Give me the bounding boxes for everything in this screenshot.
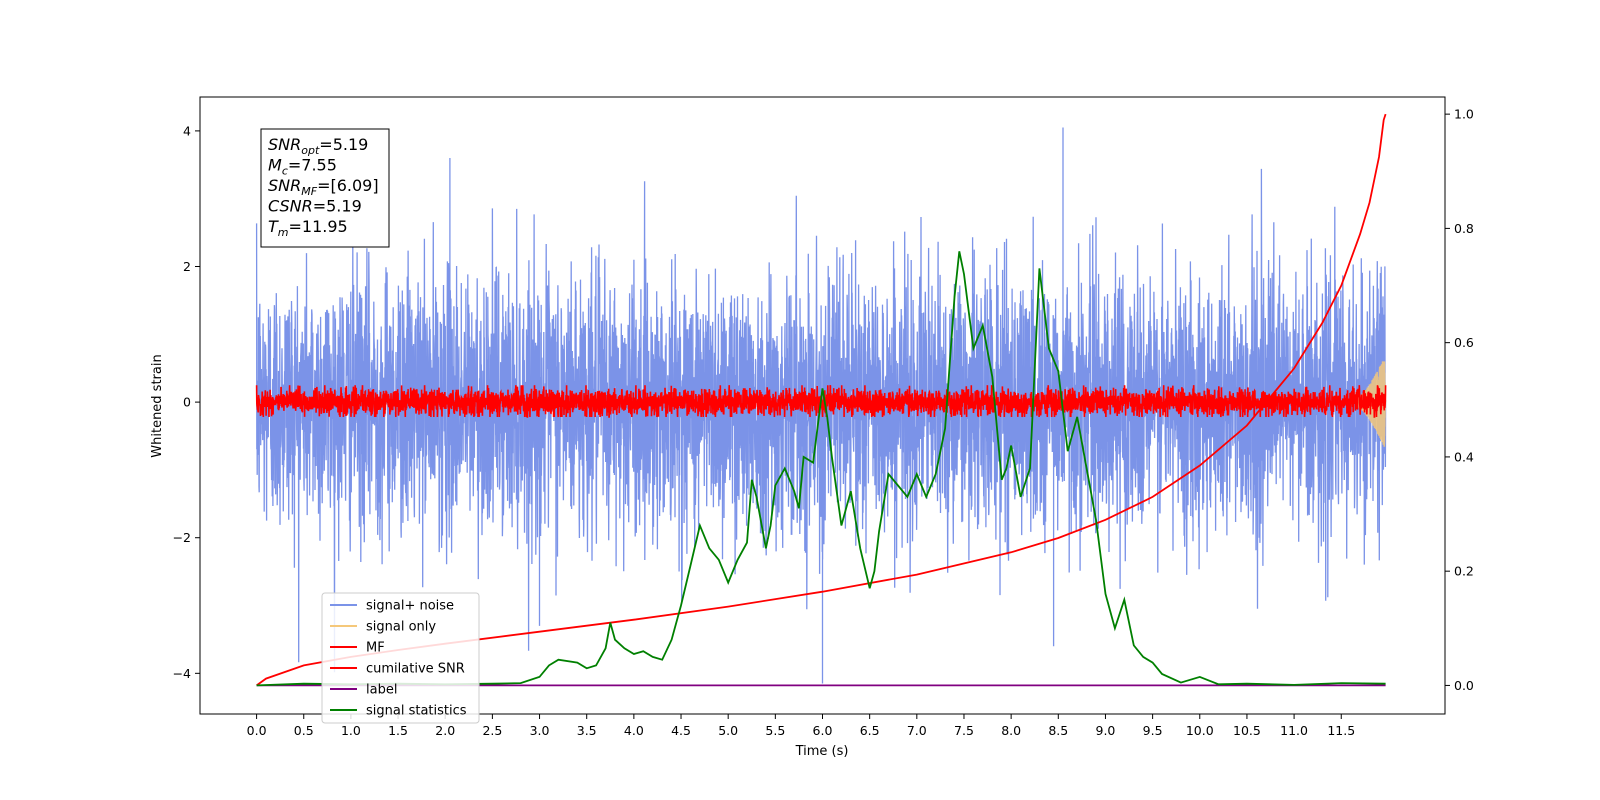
x-tick-label: 8.0 — [1001, 723, 1021, 738]
x-tick-label: 6.5 — [860, 723, 880, 738]
annotation-subscript: opt — [301, 144, 320, 157]
x-tick-label: 8.5 — [1048, 723, 1068, 738]
annotation-line: SNRopt=5.19 — [268, 135, 368, 157]
series-signal-statistics — [256, 251, 1386, 687]
x-tick-label: 6.0 — [813, 723, 833, 738]
annotation-value: =7.55 — [288, 156, 337, 175]
legend-frame — [321, 592, 480, 724]
y-tick-label-left: 4 — [183, 123, 191, 138]
y-axis-label-left: Whitened strain — [150, 354, 165, 457]
x-tick-label: 3.0 — [530, 723, 550, 738]
x-tick-label: 3.5 — [577, 723, 597, 738]
legend-label: signal+ noise — [366, 599, 454, 614]
annotation-frame — [260, 128, 390, 248]
annotation-symbol: SNR — [268, 135, 301, 154]
x-tick-label: 1.0 — [341, 723, 361, 738]
y-axis-left: −4 −2 0 2 4 — [173, 123, 200, 681]
legend-label: signal statistics — [366, 704, 467, 719]
x-tick-label: 4.0 — [624, 723, 644, 738]
x-tick-label: 0.5 — [294, 723, 314, 738]
annotation-line: Mc=7.55 — [268, 156, 337, 178]
x-tick-label: 11.5 — [1327, 723, 1355, 738]
y-tick-label-right: 0.4 — [1454, 449, 1474, 464]
x-tick-label: 1.5 — [388, 723, 408, 738]
x-tick-label: 10.5 — [1233, 723, 1261, 738]
legend-label: label — [366, 683, 397, 698]
annotation-symbol: M — [268, 156, 282, 175]
x-tick-label: 0.0 — [247, 723, 267, 738]
x-tick-label: 7.0 — [907, 723, 927, 738]
y-tick-label-right: 0.6 — [1454, 335, 1474, 350]
annotation-symbol: CSNR — [268, 197, 313, 216]
x-tick-label: 5.5 — [765, 723, 785, 738]
annotation-line: Tm=11.95 — [268, 217, 348, 239]
x-axis-label: Time (s) — [795, 744, 849, 759]
x-axis: 0.0 0.5 1.0 1.5 2.0 2.5 3.0 3.5 4.0 4.5 5.0 5.5 6.0 6… — [247, 714, 1355, 738]
y-tick-label-left: 0 — [183, 395, 191, 410]
x-tick-label: 2.5 — [482, 723, 502, 738]
annotation-value: =5.19 — [313, 197, 362, 216]
annotation-subscript: MF — [301, 185, 317, 198]
series-layer — [255, 113, 1387, 687]
legend-label: MF — [366, 641, 385, 656]
x-tick-label: 9.0 — [1096, 723, 1116, 738]
x-tick-label: 9.5 — [1143, 723, 1163, 738]
x-tick-label: 2.0 — [435, 723, 455, 738]
annotation-symbol: SNR — [268, 176, 301, 195]
annotation-box: SNRopt=5.19Mc=7.55SNRMF=[6.09]CSNR=5.19T… — [260, 128, 390, 248]
y-tick-label-left: −4 — [173, 666, 191, 681]
annotation-subscript: c — [282, 165, 288, 178]
y-tick-label-right: 1.0 — [1454, 107, 1474, 122]
y-tick-label-right: 0.0 — [1454, 678, 1474, 693]
legend-label: signal only — [366, 620, 436, 635]
y-axis-right: 0.0 0.2 0.4 0.6 0.8 1.0 — [1445, 107, 1474, 693]
annotation-line: CSNR=5.19 — [268, 197, 362, 216]
y-tick-label-left: 2 — [183, 259, 191, 274]
series-signal-noise — [255, 127, 1387, 684]
annotation-subscript: m — [278, 226, 289, 239]
legend-label: cumilative SNR — [366, 662, 465, 677]
x-tick-label: 5.0 — [718, 723, 738, 738]
y-tick-label-right: 0.8 — [1454, 221, 1474, 236]
annotation-value: =11.95 — [289, 217, 348, 236]
y-tick-label-right: 0.2 — [1454, 564, 1474, 579]
x-tick-label: 7.5 — [954, 723, 974, 738]
annotation-value: =5.19 — [319, 135, 368, 154]
x-tick-label: 10.0 — [1186, 723, 1214, 738]
annotation-line: SNRMF=[6.09] — [268, 176, 379, 198]
legend: signal+ noise signal only MF cumilative SNR… — [321, 592, 480, 724]
annotation-value: =[6.09] — [317, 176, 379, 195]
annotation-symbol: T — [268, 217, 279, 236]
x-tick-label: 4.5 — [671, 723, 691, 738]
x-tick-label: 11.0 — [1280, 723, 1308, 738]
y-tick-label-left: −2 — [173, 530, 191, 545]
